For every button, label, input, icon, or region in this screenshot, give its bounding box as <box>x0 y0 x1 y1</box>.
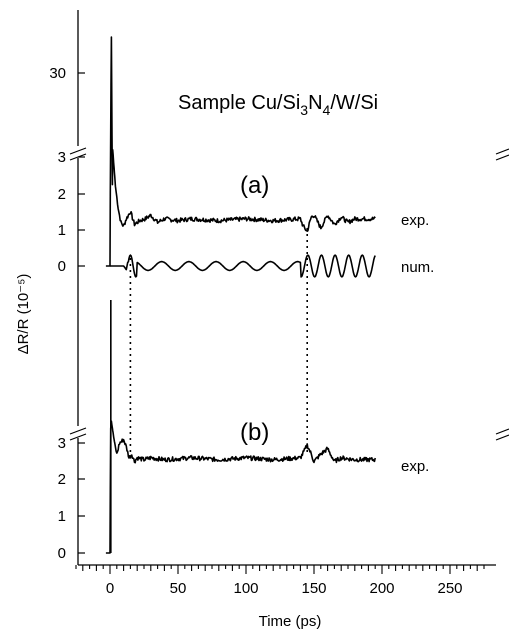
y-ticks-panel-a: 3 2 1 0 <box>58 149 85 275</box>
x-axis-title: Time (ps) <box>259 613 322 630</box>
y-tick-label-b-1: 1 <box>58 508 66 525</box>
right-axis-break-marks <box>495 148 509 441</box>
panel-label-a: (a) <box>240 172 269 199</box>
y-tick-label-b-2: 2 <box>58 471 66 488</box>
y-tick-label-30: 30 <box>49 65 66 82</box>
x-tick-label: 150 <box>301 580 326 597</box>
x-tick-label: 200 <box>369 580 394 597</box>
series-label-a-exp: exp. <box>401 212 429 229</box>
y-tick-label-a-1: 1 <box>58 222 66 239</box>
series-line-a-num <box>109 254 376 278</box>
x-tick-label: 0 <box>106 580 114 597</box>
y-axis-title: ΔR/R (10⁻⁵) <box>15 274 32 355</box>
series-line-b-exp <box>105 420 376 554</box>
series-line-a-exp <box>105 36 376 267</box>
chart-title: Sample Cu/Si3N4/W/Si <box>178 92 378 118</box>
y-tick-label-a-0: 0 <box>58 258 66 275</box>
y-ticks-panel-b: 3 2 1 0 <box>58 435 85 562</box>
series-label-a-num: num. <box>401 259 434 276</box>
y-ticks-top: 30 <box>49 65 85 82</box>
y-tick-label-b-3: 3 <box>58 435 66 452</box>
panel-label-b: (b) <box>240 419 269 446</box>
x-tick-label: 50 <box>170 580 187 597</box>
dotted-marker-lines <box>129 228 309 455</box>
x-axis-ticks: 0 50 100 150 200 250 <box>75 565 485 597</box>
series-label-b-exp: exp. <box>401 458 429 475</box>
x-tick-label: 250 <box>437 580 462 597</box>
y-tick-label-b-0: 0 <box>58 545 66 562</box>
x-tick-label: 100 <box>233 580 258 597</box>
y-tick-label-a-2: 2 <box>58 186 66 203</box>
series-lines <box>105 36 376 554</box>
y-tick-label-a-3: 3 <box>58 149 66 166</box>
